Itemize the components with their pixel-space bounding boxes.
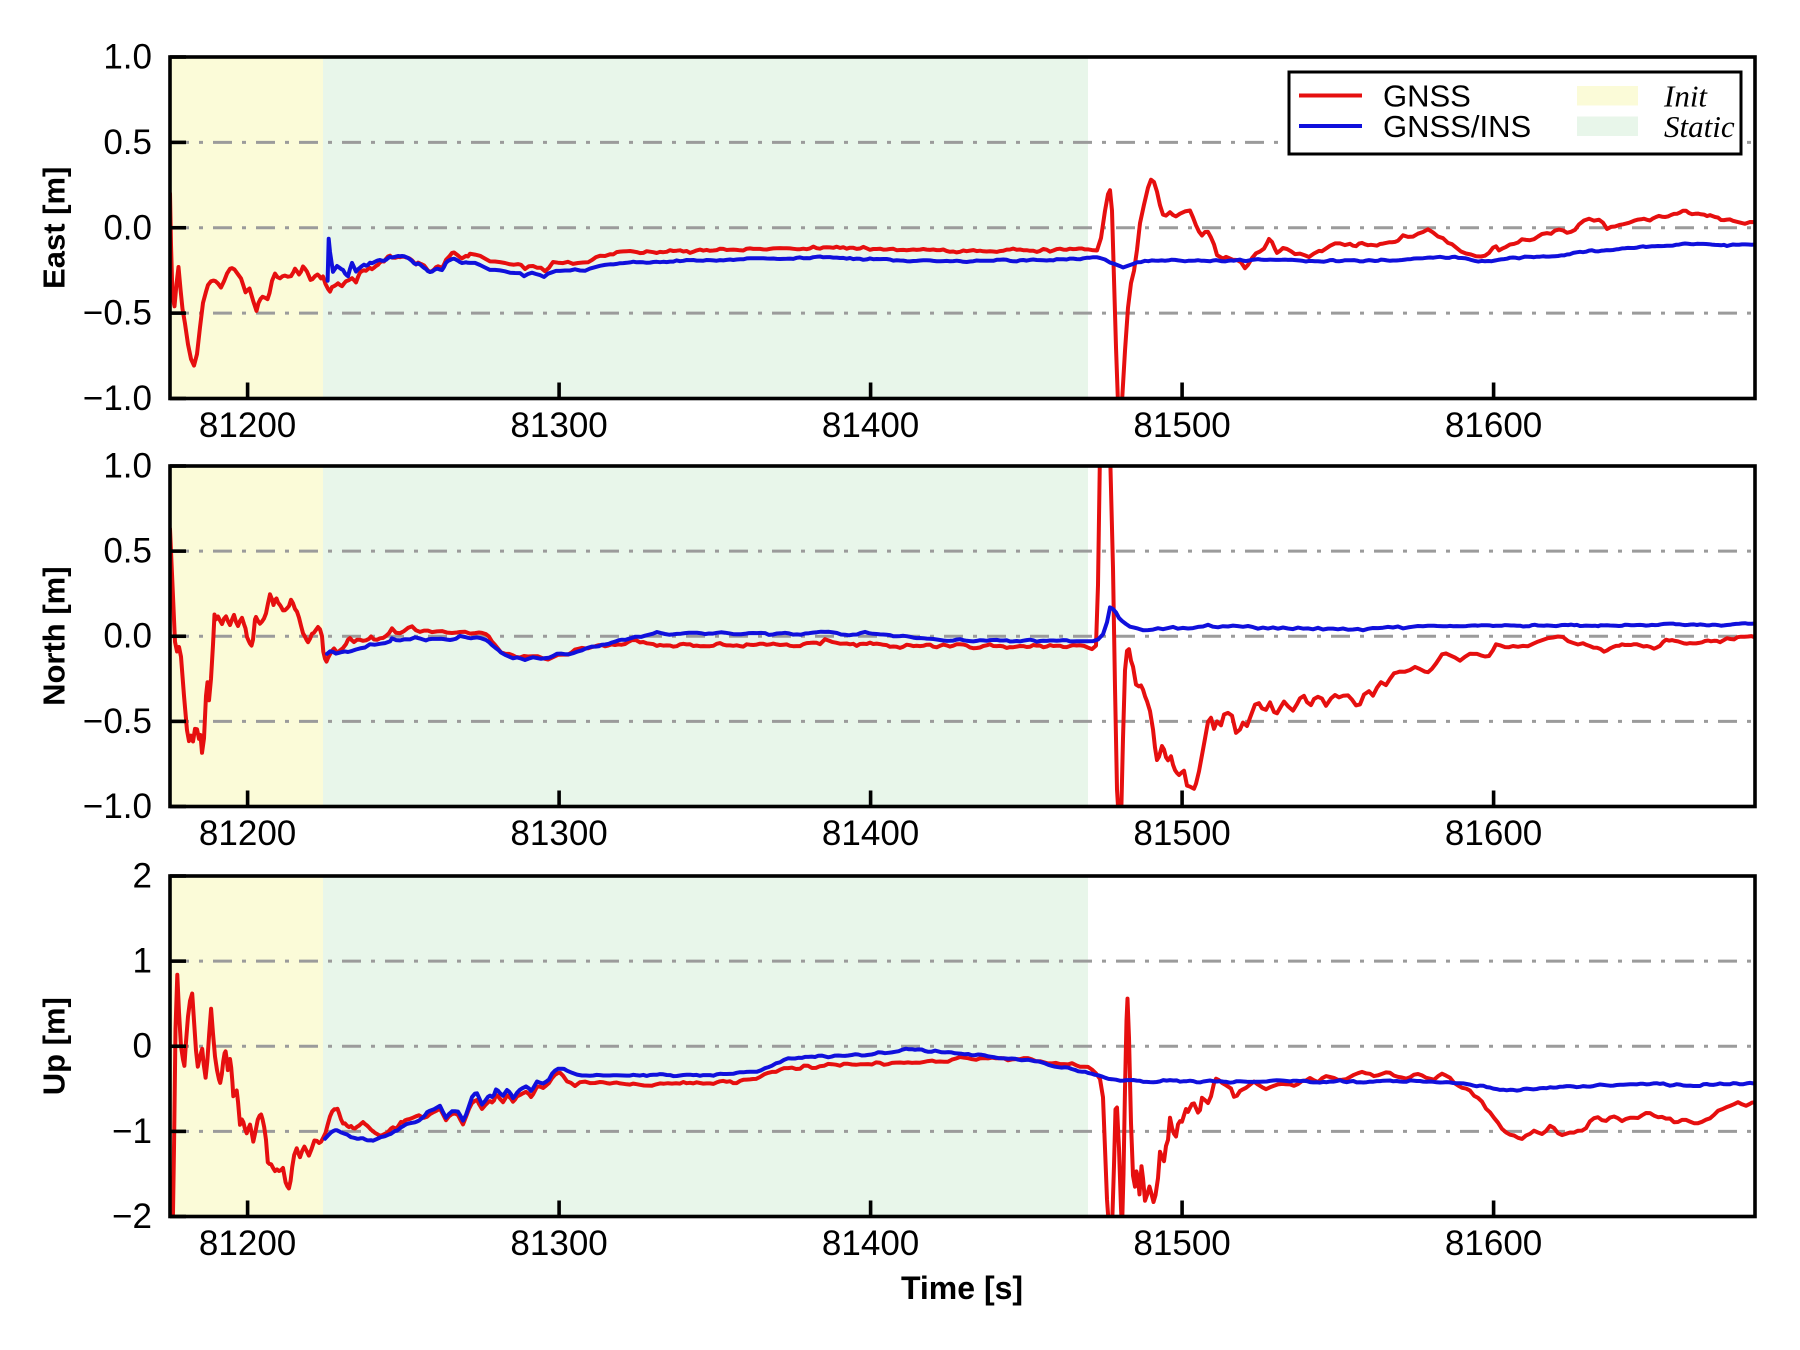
svg-text:East [m]: East [m] [37, 167, 72, 289]
svg-text:0: 0 [133, 1027, 152, 1066]
svg-text:81500: 81500 [1133, 1224, 1230, 1263]
svg-text:81200: 81200 [199, 406, 296, 445]
svg-text:North [m]: North [m] [37, 566, 72, 705]
svg-text:−0.5: −0.5 [83, 294, 152, 333]
svg-text:81300: 81300 [510, 1224, 607, 1263]
svg-text:0.5: 0.5 [103, 123, 152, 162]
svg-text:−0.5: −0.5 [83, 702, 152, 741]
svg-text:81400: 81400 [822, 814, 919, 853]
svg-text:−1: −1 [112, 1112, 152, 1151]
svg-text:81600: 81600 [1445, 1224, 1542, 1263]
svg-text:81400: 81400 [822, 1224, 919, 1263]
svg-text:0.0: 0.0 [103, 617, 152, 656]
svg-text:81600: 81600 [1445, 406, 1542, 445]
svg-text:2: 2 [133, 857, 152, 896]
svg-text:Static: Static [1664, 109, 1735, 144]
svg-text:81400: 81400 [822, 406, 919, 445]
svg-text:0.0: 0.0 [103, 208, 152, 247]
svg-text:GNSS: GNSS [1383, 79, 1471, 114]
svg-text:−1.0: −1.0 [83, 787, 152, 826]
svg-text:Time [s]: Time [s] [901, 1270, 1023, 1306]
svg-text:81200: 81200 [199, 814, 296, 853]
svg-text:0.5: 0.5 [103, 532, 152, 571]
svg-text:81300: 81300 [510, 814, 607, 853]
svg-text:1.0: 1.0 [103, 447, 152, 486]
svg-text:81600: 81600 [1445, 814, 1542, 853]
svg-text:81500: 81500 [1133, 814, 1230, 853]
svg-text:81200: 81200 [199, 1224, 296, 1263]
svg-text:81500: 81500 [1133, 406, 1230, 445]
svg-text:−1.0: −1.0 [83, 379, 152, 418]
svg-text:Up [m]: Up [m] [37, 997, 72, 1095]
svg-text:Init: Init [1663, 79, 1708, 114]
svg-text:81300: 81300 [510, 406, 607, 445]
svg-text:1: 1 [133, 942, 152, 981]
svg-text:−2: −2 [112, 1197, 152, 1236]
svg-text:1.0: 1.0 [103, 38, 152, 77]
svg-text:GNSS/INS: GNSS/INS [1383, 109, 1531, 144]
